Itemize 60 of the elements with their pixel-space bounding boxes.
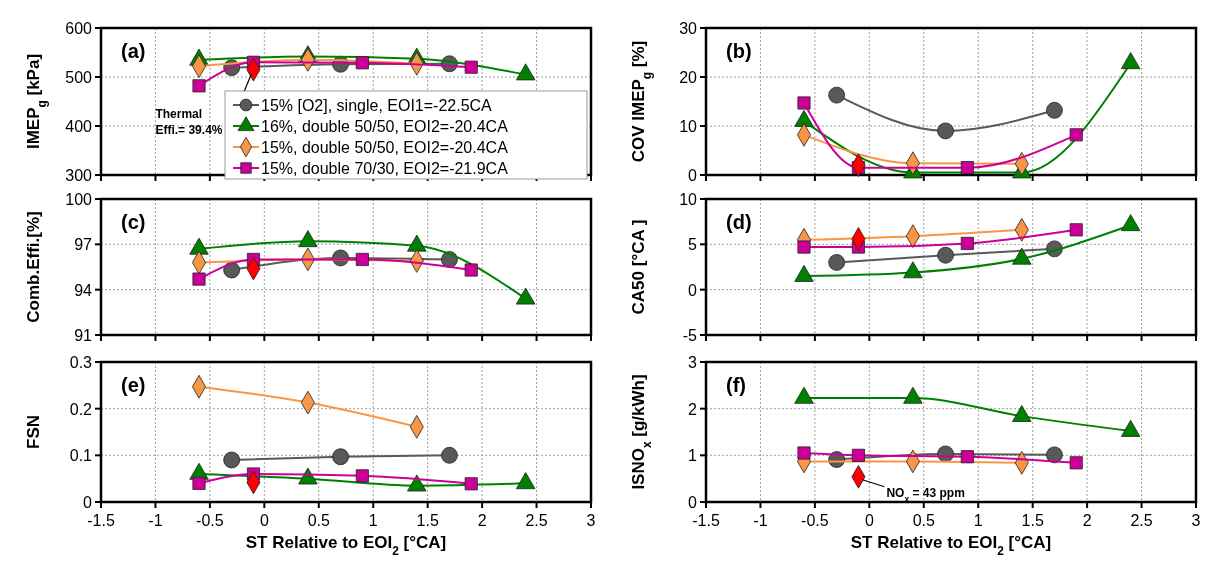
x-tick-label: 1.5 — [416, 512, 439, 529]
y-tick-label: 0 — [688, 167, 698, 184]
y-tick-label: 10 — [679, 191, 698, 208]
y-axis-title: CA50 [°CA ] — [629, 219, 648, 315]
x-tick-label: 3 — [1191, 512, 1201, 529]
y-axis-title: FSN — [24, 415, 43, 449]
legend-label: 15%, double 70/30, EOI2=-21.9CA — [261, 160, 509, 177]
y-tick-label: 3 — [688, 354, 698, 371]
y-tick-label: 91 — [74, 327, 93, 344]
x-tick-label: -1.5 — [692, 512, 720, 529]
y-tick-label: 400 — [65, 118, 93, 135]
x-tick-label: -1.5 — [87, 512, 115, 529]
text: (c) — [121, 211, 146, 233]
y-tick-label: 0.3 — [69, 354, 93, 371]
y-tick-label: 20 — [679, 69, 698, 86]
y-tick-label: 10 — [679, 118, 698, 135]
y-tick-label: 97 — [74, 236, 93, 254]
x-tick-label: -1 — [753, 512, 768, 529]
text: (a) — [121, 40, 146, 62]
y-tick-label: 500 — [65, 69, 93, 86]
y-axis-title: Comb.Effi.[%] — [24, 211, 43, 323]
x-tick-label: 2.5 — [525, 512, 548, 529]
y-tick-label: 1 — [688, 447, 698, 465]
x-tick-label: 2.5 — [1130, 512, 1153, 529]
x-tick-label: 1.5 — [1021, 512, 1044, 529]
legend-label: 15%, double 50/50, EOI2=-20.4CA — [261, 139, 509, 156]
y-tick-label: -5 — [682, 327, 698, 344]
legend-label: 15% [O2], single, EOI1=-22.5CA — [261, 97, 493, 114]
x-tick-label: 1 — [973, 512, 983, 529]
x-tick-label: 0 — [864, 512, 874, 529]
x-tick-label: 0.5 — [912, 512, 935, 529]
x-tick-label: 2 — [1082, 512, 1092, 529]
y-tick-label: 2 — [688, 400, 698, 418]
text: (f) — [726, 374, 746, 396]
x-tick-label: 2 — [477, 512, 487, 529]
x-tick-label: 0.5 — [307, 512, 330, 529]
y-tick-label: 5 — [688, 236, 698, 254]
y-tick-label: 0.2 — [69, 400, 93, 418]
x-tick-label: -1 — [148, 512, 163, 529]
x-axis-title: ST Relative to EOI$_{2}$ [°CA] — [245, 533, 447, 558]
y-tick-label: 0.1 — [69, 447, 93, 465]
y-tick-label: 300 — [65, 167, 93, 184]
x-tick-label: 1 — [368, 512, 378, 529]
text: (e) — [121, 374, 146, 396]
legend-label: 16%, double 50/50, EOI2=-20.4CA — [261, 118, 509, 135]
x-tick-label: -0.5 — [801, 512, 829, 529]
x-tick-label: 0 — [259, 512, 269, 529]
y-tick-label: 0 — [688, 281, 698, 299]
y-tick-label: 0 — [688, 494, 698, 511]
y-tick-label: 600 — [65, 20, 93, 37]
y-tick-label: 0 — [83, 494, 93, 511]
text: (b) — [726, 40, 752, 62]
y-tick-label: 94 — [74, 281, 93, 299]
x-axis-title: ST Relative to EOI$_{2}$ [°CA] — [850, 533, 1052, 558]
y-tick-label: 30 — [679, 20, 698, 37]
text: (d) — [726, 211, 752, 233]
x-tick-label: -0.5 — [196, 512, 224, 529]
x-tick-label: 3 — [586, 512, 596, 529]
y-tick-label: 100 — [65, 191, 93, 208]
annotation: Thermal Effi.= 39.4% — [155, 106, 223, 137]
